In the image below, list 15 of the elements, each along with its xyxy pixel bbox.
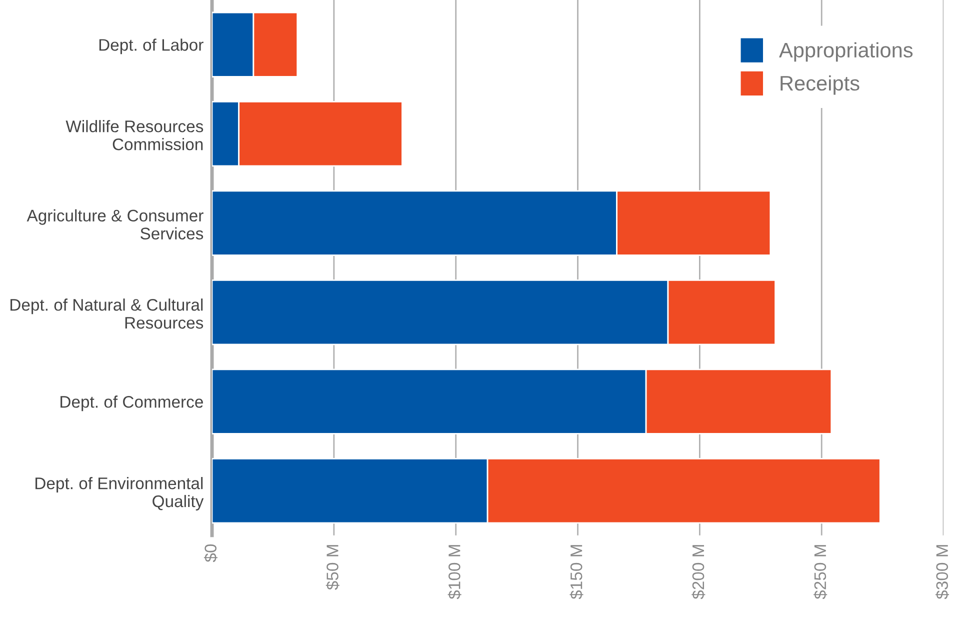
y-tick-label: Dept. of Labor xyxy=(99,38,204,54)
legend-label: Receipts xyxy=(780,75,860,95)
x-tick-label: $100 M xyxy=(448,545,462,600)
y-tick-label: Agriculture & Consumer Services xyxy=(26,209,204,240)
x-tick-label: $50 M xyxy=(326,545,340,590)
y-tick-label: Dept. of Natural & Cultural Resources xyxy=(10,298,204,329)
y-tick-label: Dept. of Environmental Quality xyxy=(36,477,204,510)
x-tick-label: $150 M xyxy=(570,545,584,600)
x-tick-label: $300 M xyxy=(936,545,950,600)
legend-label: Appropriations xyxy=(779,42,913,62)
x-tick-label: $200 M xyxy=(692,545,706,600)
x-tick-label: $0 xyxy=(204,544,218,562)
y-tick-label: Dept. of Commerce xyxy=(60,396,203,412)
x-tick-label: $250 M xyxy=(814,545,828,600)
y-tick-label: Wildlife Resources Commission xyxy=(66,120,204,150)
